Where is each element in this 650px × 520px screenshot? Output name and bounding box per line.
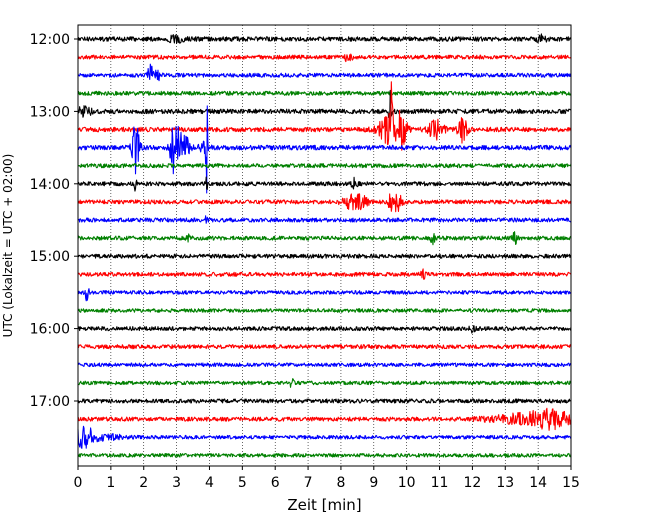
seismogram-trace [77, 63, 572, 82]
seismogram-trace [77, 231, 572, 246]
seismogram-trace [77, 425, 572, 449]
x-tick-label: 0 [74, 475, 83, 491]
seismogram-trace [77, 308, 572, 313]
x-tick-label: 10 [398, 475, 416, 491]
y-tick-label: 12:00 [30, 32, 70, 48]
seismogram-trace [77, 362, 572, 368]
x-tick-label: 2 [139, 475, 148, 491]
y-axis-ticks: 12:00 13:00 14:00 15:00 16:00 17:00 [30, 32, 78, 410]
x-tick-label: 13 [496, 475, 514, 491]
seismogram-trace [77, 105, 572, 194]
seismogram-trace [77, 193, 572, 213]
seismogram-trace [77, 407, 572, 431]
seismogram-trace [77, 268, 572, 280]
seismogram-traces [77, 33, 572, 458]
x-axis-ticks: 0 1 2 3 4 5 6 7 8 9 10 11 12 13 14 15 [74, 466, 580, 491]
x-tick-label: 9 [369, 475, 378, 491]
seismogram-trace [77, 288, 572, 302]
seismogram-trace [77, 215, 572, 224]
seismogram-trace [77, 33, 572, 44]
y-tick-label: 15:00 [30, 249, 70, 265]
seismogram-trace [77, 53, 572, 63]
seismogram-trace [77, 325, 572, 334]
seismogram-trace [77, 378, 572, 388]
y-tick-label: 17:00 [30, 394, 70, 410]
y-tick-label: 13:00 [30, 104, 70, 120]
seismogram-trace [77, 344, 572, 350]
x-tick-label: 3 [172, 475, 181, 491]
seismogram-trace [77, 81, 572, 151]
seismogram-trace [77, 89, 572, 123]
seismogram-trace [77, 253, 572, 259]
x-tick-label: 1 [106, 475, 115, 491]
y-tick-label: 14:00 [30, 177, 70, 193]
x-tick-label: 15 [562, 475, 580, 491]
x-tick-label: 4 [205, 475, 214, 491]
x-tick-label: 11 [431, 475, 449, 491]
x-tick-label: 8 [336, 475, 345, 491]
seismogram-trace [77, 163, 572, 169]
x-tick-label: 6 [271, 475, 280, 491]
x-axis-label: Zeit [min] [287, 496, 361, 514]
seismogram-trace [77, 176, 572, 192]
x-tick-label: 14 [529, 475, 547, 491]
x-tick-label: 12 [463, 475, 481, 491]
plot-frame [77, 24, 572, 467]
x-tick-label: 7 [304, 475, 313, 491]
y-tick-label: 16:00 [30, 322, 70, 338]
y-axis-label: UTC (Lokalzeit = UTC + 02:00) [1, 154, 15, 338]
seismogram-trace [77, 452, 572, 458]
x-tick-label: 5 [238, 475, 247, 491]
seismogram-trace [77, 398, 572, 404]
seismogram-trace [77, 90, 572, 96]
